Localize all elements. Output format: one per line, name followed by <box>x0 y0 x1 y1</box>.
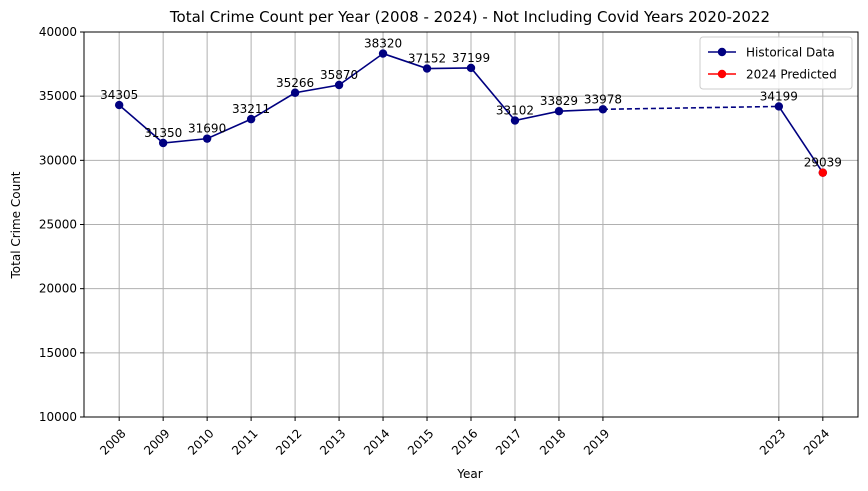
series-line-2 <box>778 106 824 174</box>
x-tick-label: 2023 <box>757 426 788 457</box>
y-axis-label: Total Crime Count <box>9 171 23 279</box>
y-tick-label: 20000 <box>39 282 77 296</box>
data-point <box>510 116 520 125</box>
legend-marker <box>717 69 727 79</box>
x-tick-label: 2012 <box>273 426 304 457</box>
data-point <box>598 105 608 114</box>
y-tick-label: 30000 <box>39 153 77 167</box>
x-tick-label: 2013 <box>317 426 348 457</box>
data-label: 34305 <box>100 88 138 102</box>
x-tick-label: 2011 <box>229 426 260 457</box>
x-tick-label: 2010 <box>185 426 216 457</box>
legend-label: 2024 Predicted <box>746 68 837 82</box>
x-axis-label: Year <box>456 467 482 481</box>
x-tick-label: 2014 <box>361 426 392 457</box>
data-point <box>554 106 564 116</box>
data-label: 34199 <box>760 89 798 103</box>
legend-label: Historical Data <box>746 46 835 60</box>
y-tick-label: 40000 <box>39 25 77 39</box>
data-point <box>422 64 432 73</box>
x-tick-label: 2009 <box>141 426 172 457</box>
x-tick-label: 2008 <box>97 426 128 457</box>
data-point <box>290 88 300 97</box>
data-point <box>334 80 344 90</box>
series-lines <box>118 52 824 174</box>
grid-lines <box>84 31 858 418</box>
x-tick-label: 2019 <box>581 426 612 457</box>
data-point <box>466 63 476 73</box>
data-label: 33211 <box>232 102 270 116</box>
data-point <box>774 102 784 111</box>
data-label: 33829 <box>540 94 578 108</box>
series-line-0 <box>118 52 603 144</box>
data-label: 35266 <box>276 76 314 90</box>
data-label: 35870 <box>320 68 358 82</box>
chart-title: Total Crime Count per Year (2008 - 2024)… <box>169 8 770 26</box>
x-tick-label: 2018 <box>537 426 568 457</box>
legend: Historical Data 2024 Predicted <box>699 36 853 90</box>
data-label: 31690 <box>188 122 226 136</box>
y-tick-label: 15000 <box>39 346 77 360</box>
legend-box <box>699 36 853 90</box>
data-labels: 34305 31350 31690 33211 35266 35870 38320 37152… <box>100 37 842 170</box>
x-tick-label: 2015 <box>405 426 436 457</box>
legend-marker <box>717 47 727 57</box>
data-point <box>378 49 388 58</box>
data-label: 37152 <box>408 52 446 66</box>
series-line-1 <box>602 105 779 111</box>
data-label: 31350 <box>144 126 182 140</box>
data-point <box>246 114 256 124</box>
y-tick-label: 10000 <box>39 410 77 424</box>
data-point <box>158 138 168 148</box>
x-tick-label: 2024 <box>801 426 832 457</box>
y-axis: 10000 15000 20000 25000 30000 35000 40000 <box>39 25 84 424</box>
data-label: 37199 <box>452 51 490 65</box>
x-tick-label: 2016 <box>449 426 480 457</box>
data-points <box>114 49 828 177</box>
y-tick-label: 35000 <box>39 89 77 103</box>
data-label: 38320 <box>364 37 402 51</box>
x-tick-label: 2017 <box>493 426 524 457</box>
data-point <box>202 134 212 143</box>
data-point <box>818 168 828 177</box>
data-label: 33102 <box>496 104 534 118</box>
x-axis: 2008 2009 2010 2011 2012 2013 2014 2015 2016 2017… <box>97 417 832 458</box>
y-tick-label: 25000 <box>39 218 77 232</box>
data-label: 29039 <box>804 156 842 170</box>
data-label: 33978 <box>584 92 622 106</box>
data-point <box>114 100 124 110</box>
